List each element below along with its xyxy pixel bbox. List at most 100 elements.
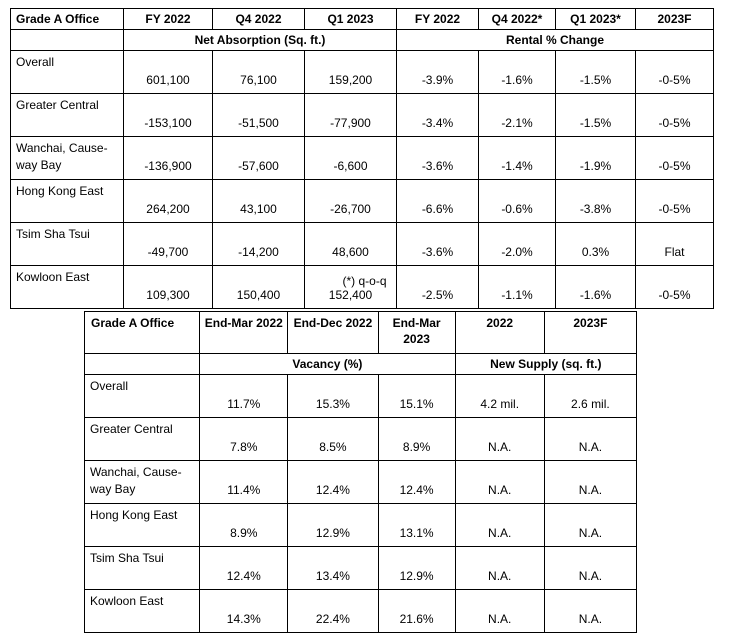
table-cell: N.A. [454,460,545,504]
table-cell: 11.4% [199,460,289,504]
vacancy-supply-table: Grade A Office End-Mar 2022 End-Dec 2022… [83,311,638,633]
net-absorption-rental-table: Grade A Office FY 2022 Q4 2022 Q1 2023 F… [10,8,714,309]
table-cell: -1.4% [478,136,556,180]
table-cell: -2.0% [478,222,556,266]
column-header: End-Mar 2023 [377,311,456,354]
table-cell: -3.4% [396,93,479,137]
table-cell: -3.8% [555,179,636,223]
group-header-vacancy: Vacancy (%) [199,353,456,375]
table-cell: N.A. [454,503,545,547]
table-cell: 109,300 [123,265,213,309]
table-cell: N.A. [543,503,638,547]
table-cell: -1.6% [478,50,556,94]
table-cell: 601,100 [123,50,213,94]
table-cell: 21.6% [377,589,456,633]
row-label: Greater Central [10,93,124,137]
table-cell: -1.5% [555,50,636,94]
table-cell: -0-5% [635,265,714,309]
table-row: Wanchai, Cause-way Bay -136,900 -57,600 … [10,136,714,180]
table-header-row: Grade A Office End-Mar 2022 End-Dec 2022… [83,311,638,354]
column-header: 2022 [454,311,545,354]
table-cell: -0.6% [478,179,556,223]
column-header: End-Dec 2022 [287,311,379,354]
table-cell: 22.4% [287,589,379,633]
table-cell: 8.5% [287,417,379,461]
table-cell: N.A. [543,546,638,590]
empty-cell [83,353,201,375]
table-subheader-row: Net Absorption (Sq. ft.) Rental % Change [10,29,714,51]
table-cell: -153,100 [123,93,213,137]
column-header: FY 2022 [396,8,479,30]
table-row: Overall 601,100 76,100 159,200 -3.9% -1.… [10,50,714,94]
column-header: Grade A Office [83,311,201,354]
table-cell: 8.9% [199,503,289,547]
table-cell: 4.2 mil. [454,374,545,418]
table-cell: -1.6% [555,265,636,309]
row-label: Greater Central [83,417,201,461]
row-label: Tsim Sha Tsui [83,546,201,590]
table-cell: 14.3% [199,589,289,633]
column-header: FY 2022 [123,8,213,30]
table-cell: -57,600 [212,136,305,180]
row-label: Kowloon East [10,265,124,309]
group-header-rental-change: Rental % Change [396,29,714,51]
table-cell: -49,700 [123,222,213,266]
table-cell: -6.6% [396,179,479,223]
table-cell: 76,100 [212,50,305,94]
row-label: Hong Kong East [83,503,201,547]
table-cell: N.A. [543,460,638,504]
table-cell: N.A. [543,417,638,461]
table-cell: 13.4% [287,546,379,590]
table-cell: -3.9% [396,50,479,94]
table-cell: -3.6% [396,222,479,266]
table-row: Tsim Sha Tsui -49,700 -14,200 48,600 -3.… [10,222,714,266]
column-header: Q4 2022 [212,8,305,30]
row-label: Wanchai, Cause-way Bay [83,460,201,504]
column-header: Q1 2023* [555,8,636,30]
group-header-new-supply: New Supply (sq. ft.) [454,353,638,375]
table-cell: -77,900 [304,93,397,137]
vacancy-rows: Overall 11.7% 15.3% 15.1% 4.2 mil. 2.6 m… [83,374,638,633]
empty-cell [10,29,124,51]
row-label: Wanchai, Cause-way Bay [10,136,124,180]
column-header: Q1 2023 [304,8,397,30]
column-header: 2023F [635,8,714,30]
table-cell: -26,700 [304,179,397,223]
table-row: Kowloon East 14.3% 22.4% 21.6% N.A. N.A. [83,589,638,633]
table-cell: Flat [635,222,714,266]
table-cell: 8.9% [377,417,456,461]
row-label: Tsim Sha Tsui [10,222,124,266]
row-label: Kowloon East [83,589,201,633]
table-row: Greater Central -153,100 -51,500 -77,900… [10,93,714,137]
table-cell: 0.3% [555,222,636,266]
table-cell: -14,200 [212,222,305,266]
table-cell: 15.3% [287,374,379,418]
table-cell: 13.1% [377,503,456,547]
table-cell: N.A. [543,589,638,633]
group-header-net-absorption: Net Absorption (Sq. ft.) [123,29,397,51]
table-cell: -0-5% [635,50,714,94]
table-cell: 12.9% [377,546,456,590]
table-cell: -2.1% [478,93,556,137]
table-header-row: Grade A Office FY 2022 Q4 2022 Q1 2023 F… [10,8,714,30]
table-cell: 12.4% [377,460,456,504]
table-row: Hong Kong East 264,200 43,100 -26,700 -6… [10,179,714,223]
table-row: Kowloon East 109,300 150,400 152,400 -2.… [10,265,714,309]
table-cell: -1.5% [555,93,636,137]
table-cell: 12.4% [287,460,379,504]
table-cell: -0-5% [635,136,714,180]
column-header: Grade A Office [10,8,124,30]
table-row: Wanchai, Cause-way Bay 11.4% 12.4% 12.4%… [83,460,638,504]
row-label: Overall [83,374,201,418]
table-cell: 43,100 [212,179,305,223]
table-cell: 2.6 mil. [543,374,638,418]
table-subheader-row: Vacancy (%) New Supply (sq. ft.) [83,353,638,375]
table-cell: 11.7% [199,374,289,418]
table-cell: 7.8% [199,417,289,461]
absorption-rows: Overall 601,100 76,100 159,200 -3.9% -1.… [10,50,714,309]
table-cell: 159,200 [304,50,397,94]
footnote: (*) q-o-q [342,274,387,288]
table-cell: -0-5% [635,93,714,137]
table-cell: 264,200 [123,179,213,223]
table-cell: -6,600 [304,136,397,180]
